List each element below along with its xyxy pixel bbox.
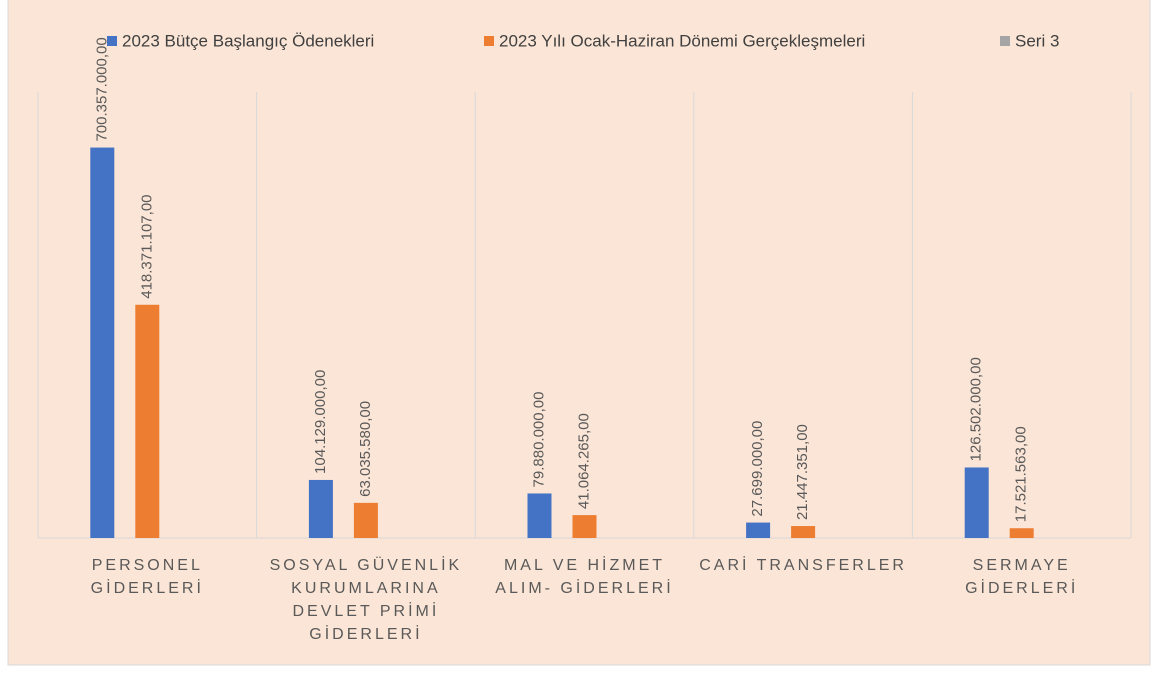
legend-swatch: [107, 36, 117, 46]
data-label: 700.357.000,00: [93, 37, 110, 141]
x-tick-label: MAL VE HİZMET ALIM- GİDERLERİ: [495, 557, 674, 597]
data-label: 418.371.107,00: [138, 194, 155, 298]
bar: [746, 522, 771, 538]
legend-label: Seri 3: [1015, 31, 1059, 50]
chart-area: [7, 0, 1151, 666]
data-label: 21.447.351,00: [794, 424, 811, 520]
data-label: 27.699.000,00: [749, 421, 766, 517]
x-tick-label: SERMAYE GİDERLERİ: [965, 557, 1079, 597]
x-tick-label: PERSONEL GİDERLERİ: [90, 557, 204, 597]
legend-label: 2023 Yılı Ocak-Haziran Dönemi Gerçekleşm…: [499, 31, 865, 50]
bar: [135, 304, 160, 538]
legend-swatch: [1000, 36, 1010, 46]
legend-swatch: [484, 36, 494, 46]
bar: [791, 526, 816, 538]
x-tick-label: SOSYAL GÜVENLİK KURUMLARINA DEVLET PRİMİ…: [269, 557, 463, 643]
bar: [353, 502, 378, 538]
legend-label: 2023 Bütçe Başlangıç Ödenekleri: [122, 31, 374, 50]
bar: [572, 515, 597, 538]
data-label: 126.502.000,00: [968, 357, 985, 461]
data-label: 17.521.563,00: [1013, 426, 1030, 522]
bar: [308, 479, 333, 538]
data-label: 41.064.265,00: [575, 413, 592, 509]
data-label: 63.035.580,00: [357, 401, 374, 497]
bar: [90, 147, 115, 539]
bar: [1009, 528, 1034, 538]
x-tick-label: CARİ TRANSFERLER: [699, 557, 907, 574]
data-label: 104.129.000,00: [312, 370, 329, 474]
data-label: 79.880.000,00: [530, 392, 547, 488]
bar: [527, 493, 552, 538]
bar: [964, 467, 989, 538]
